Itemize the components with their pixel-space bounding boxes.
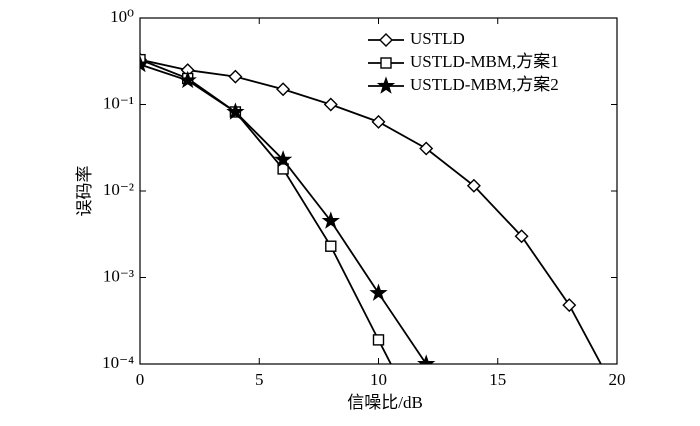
data-point: [371, 114, 386, 129]
data-point: [419, 141, 434, 156]
data-point: [321, 211, 340, 229]
data-point: [277, 163, 289, 175]
y-axis-label: 误码率: [75, 166, 94, 217]
x-tick-label: 20: [609, 370, 626, 389]
data-point: [228, 69, 243, 84]
data-point: [466, 178, 481, 193]
data-point: [514, 229, 529, 244]
data-point: [611, 388, 623, 400]
legend-label: USTLD: [410, 29, 465, 48]
data-point: [325, 240, 337, 252]
legend-marker: [380, 57, 392, 69]
series-line: [140, 58, 392, 364]
legend-marker: [379, 33, 393, 47]
data-point: [273, 150, 293, 168]
plot-area: [140, 52, 623, 400]
y-tick-label: 10⁻²: [103, 180, 134, 199]
legend-marker: [376, 76, 396, 94]
y-tick-label: 10⁰: [110, 7, 134, 26]
x-tick-label: 15: [489, 370, 506, 389]
data-point: [417, 354, 436, 364]
data-point: [226, 102, 245, 120]
data-point: [562, 298, 577, 313]
data-point: [323, 97, 338, 112]
data-point: [372, 334, 385, 346]
y-tick-label: 10⁻⁴: [102, 353, 134, 372]
x-tick-label: 5: [255, 370, 264, 389]
y-tick-label: 10⁻³: [103, 266, 134, 285]
data-point: [178, 70, 197, 89]
series-line: [140, 63, 427, 364]
y-tick-label: 10⁻¹: [103, 93, 134, 112]
legend-label: USTLD-MBM,方案1: [410, 52, 559, 71]
legend-label: USTLD-MBM,方案2: [410, 75, 559, 94]
data-point: [276, 82, 291, 97]
data-point: [140, 54, 150, 73]
x-tick-label: 10: [370, 370, 387, 389]
x-tick-label: 0: [136, 370, 145, 389]
data-point: [369, 283, 388, 301]
x-axis-label: 信噪比/dB: [347, 393, 423, 412]
data-point: [140, 53, 146, 66]
